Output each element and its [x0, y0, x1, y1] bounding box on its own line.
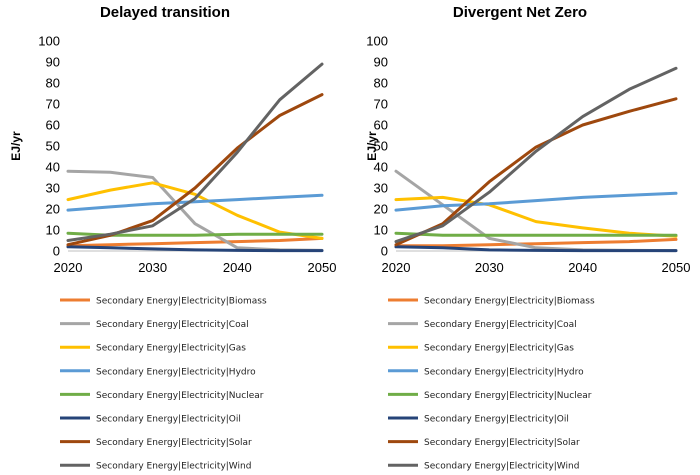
x-tick-label: 2040: [223, 260, 252, 275]
series-line-nuclear: [394, 231, 678, 237]
y-tick-label: 80: [374, 76, 388, 91]
y-tick-label: 60: [46, 118, 60, 133]
y-tick-label: 0: [381, 244, 388, 259]
series-line-solar: [394, 97, 678, 247]
legend-label-biomass: Secondary Energy|Electricity|Biomass: [96, 297, 267, 307]
y-tick-label: 30: [374, 181, 388, 196]
legend-label-wind: Secondary Energy|Electricity|Wind: [424, 462, 579, 472]
y-tick-label: 10: [374, 223, 388, 238]
legend-label-hydro: Secondary Energy|Electricity|Hydro: [424, 367, 584, 377]
series-line-gas: [394, 195, 678, 238]
legend-label-nuclear: Secondary Energy|Electricity|Nuclear: [424, 391, 592, 401]
y-tick-label: 70: [46, 97, 60, 112]
y-tick-label: 50: [46, 139, 60, 154]
y-tick-label: 100: [366, 34, 388, 49]
series-line-wind: [66, 62, 324, 242]
chart-title: Divergent Net Zero: [453, 4, 587, 21]
x-tick-label: 2040: [568, 260, 597, 275]
series-line-biomass: [66, 236, 324, 248]
legend-label-solar: Secondary Energy|Electricity|Solar: [424, 438, 580, 448]
series-line-coal: [66, 169, 324, 252]
series-line-biomass: [394, 237, 678, 248]
legend-label-gas: Secondary Energy|Electricity|Gas: [424, 344, 574, 354]
y-tick-label: 20: [46, 202, 60, 217]
y-tick-label: 80: [46, 76, 60, 91]
series-line-oil: [394, 245, 678, 253]
series-line-hydro: [394, 191, 678, 212]
legend-label-coal: Secondary Energy|Electricity|Coal: [424, 320, 577, 330]
y-tick-label: 40: [46, 160, 60, 175]
series-line-oil: [66, 245, 324, 253]
legend-label-gas: Secondary Energy|Electricity|Gas: [96, 344, 246, 354]
legend-label-solar: Secondary Energy|Electricity|Solar: [96, 438, 252, 448]
y-tick-label: 90: [46, 55, 60, 70]
x-tick-label: 2030: [138, 260, 167, 275]
legend-label-hydro: Secondary Energy|Electricity|Hydro: [96, 367, 256, 377]
y-axis-label: EJ/yr: [365, 131, 379, 161]
chart-0: Delayed transitionEJ/yr01020304050607080…: [9, 4, 336, 472]
series-line-gas: [66, 181, 324, 240]
y-tick-label: 60: [374, 118, 388, 133]
x-tick-label: 2050: [308, 260, 337, 275]
y-tick-label: 40: [374, 160, 388, 175]
x-tick-label: 2030: [475, 260, 504, 275]
series-line-wind: [394, 66, 678, 244]
y-tick-label: 100: [38, 34, 60, 49]
y-tick-label: 30: [46, 181, 60, 196]
y-axis-label: EJ/yr: [9, 131, 23, 161]
y-tick-label: 0: [53, 244, 60, 259]
legend-label-biomass: Secondary Energy|Electricity|Biomass: [424, 297, 595, 307]
legend-label-oil: Secondary Energy|Electricity|Oil: [96, 415, 241, 425]
x-tick-label: 2020: [382, 260, 411, 275]
legend-label-coal: Secondary Energy|Electricity|Coal: [96, 320, 249, 330]
y-tick-label: 50: [374, 139, 388, 154]
y-tick-label: 70: [374, 97, 388, 112]
y-tick-label: 20: [374, 202, 388, 217]
x-tick-label: 2020: [54, 260, 83, 275]
series-line-coal: [394, 169, 678, 253]
legend-label-nuclear: Secondary Energy|Electricity|Nuclear: [96, 391, 264, 401]
y-tick-label: 90: [374, 55, 388, 70]
legend-label-wind: Secondary Energy|Electricity|Wind: [96, 462, 251, 472]
y-tick-label: 10: [46, 223, 60, 238]
chart-title: Delayed transition: [100, 4, 230, 21]
x-tick-label: 2050: [662, 260, 691, 275]
legend-label-oil: Secondary Energy|Electricity|Oil: [424, 415, 569, 425]
chart-1: Divergent Net ZeroEJ/yr01020304050607080…: [365, 4, 690, 472]
series-line-hydro: [66, 193, 324, 212]
